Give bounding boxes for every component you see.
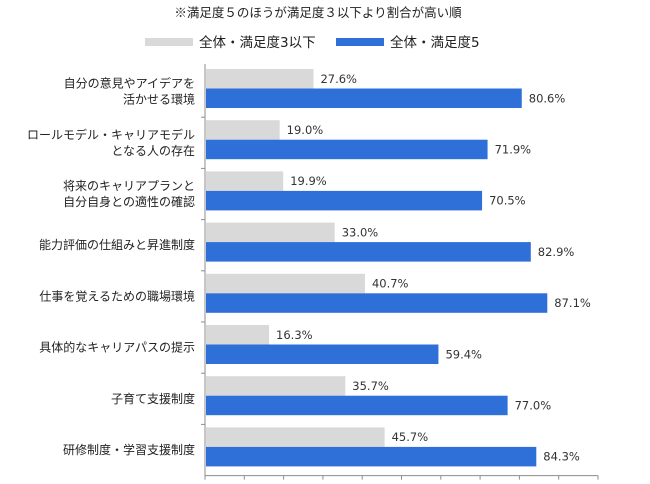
- category-label: 研修制度・学習支援制度: [63, 442, 195, 457]
- category-label: 子育て支援制度: [111, 391, 195, 406]
- bar-series-2: [206, 446, 537, 467]
- bar-series-2: [206, 293, 548, 313]
- category-label: 活かせる環境: [123, 92, 195, 107]
- bar-series-2: [206, 395, 508, 416]
- category-label: ロールモデル・キャリアモデル: [27, 127, 195, 142]
- data-label: 71.9%: [495, 142, 532, 156]
- data-label: 84.3%: [543, 450, 580, 464]
- bar-series-1: [206, 376, 346, 396]
- bar-series-1: [206, 120, 280, 140]
- data-label: 59.4%: [445, 347, 482, 361]
- category-label: となる人の存在: [111, 144, 195, 158]
- bar-series-1: [206, 171, 284, 191]
- data-label: 19.9%: [290, 174, 327, 188]
- bar-series-1: [206, 69, 314, 89]
- bar-series-2: [206, 88, 522, 108]
- category-label: 自分自身との適性の確認: [63, 194, 195, 209]
- legend: 全体・満足度3以下 全体・満足度5: [145, 34, 480, 51]
- data-label: 45.7%: [392, 430, 429, 444]
- data-label: 16.3%: [276, 328, 313, 342]
- data-label: 27.6%: [320, 72, 357, 86]
- data-label: 70.5%: [489, 194, 526, 208]
- category-label: 仕事を覚えるための職場環境: [39, 288, 195, 303]
- chart-title: ※満足度５のほうが満足度３以下より割合が高い順: [174, 5, 462, 20]
- plot-area: 0%10%20%30%40%50%60%70%80%90%100%自分の意見やア…: [27, 64, 614, 484]
- category-label: 将来のキャリアプランと: [63, 179, 195, 193]
- data-label: 80.6%: [529, 91, 566, 105]
- category-label: 能力評価の仕組みと昇進制度: [39, 237, 195, 252]
- data-label: 19.0%: [287, 123, 324, 137]
- bar-series-1: [206, 222, 335, 243]
- bar-series-2: [206, 242, 531, 262]
- bar-series-1: [206, 427, 385, 447]
- data-label: 77.0%: [515, 398, 552, 412]
- legend-swatch-series-1: [145, 38, 193, 46]
- data-label: 87.1%: [554, 296, 591, 310]
- category-label: 具体的なキャリアパスの提示: [39, 340, 195, 355]
- bar-series-1: [206, 273, 365, 294]
- bar-series-2: [206, 139, 488, 160]
- data-label: 40.7%: [372, 277, 409, 291]
- bar-series-2: [206, 190, 483, 211]
- data-label: 33.0%: [342, 225, 379, 239]
- bar-series-2: [206, 344, 439, 364]
- category-label: 自分の意見やアイデアを: [64, 76, 195, 91]
- legend-swatch-series-2: [336, 38, 384, 46]
- legend-label-series-1: 全体・満足度3以下: [199, 34, 316, 51]
- legend-label-series-2: 全体・満足度5: [390, 34, 480, 51]
- bar-series-1: [206, 325, 270, 345]
- data-label: 35.7%: [352, 379, 389, 393]
- data-label: 82.9%: [538, 245, 575, 259]
